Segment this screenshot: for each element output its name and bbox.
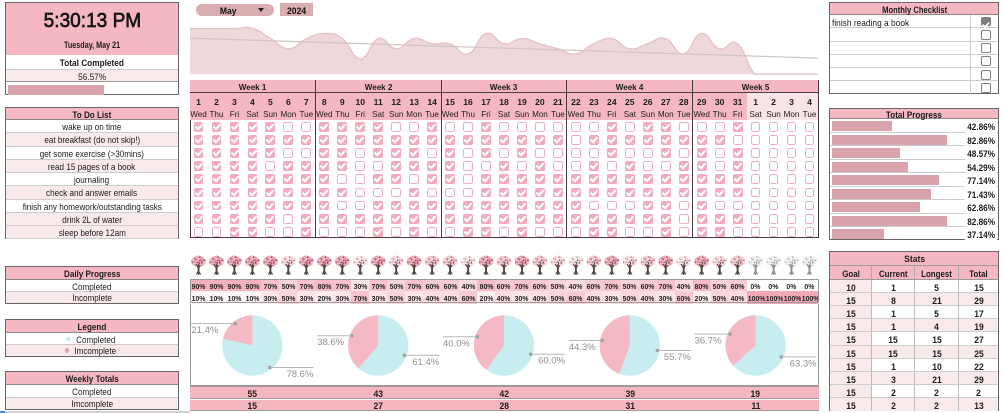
svg-text:61.4%: 61.4% [412, 357, 439, 368]
svg-text:44.3%: 44.3% [569, 342, 596, 353]
svg-text:36.7%: 36.7% [695, 336, 722, 347]
svg-text:38.6%: 38.6% [317, 337, 344, 348]
svg-text:78.6%: 78.6% [286, 369, 313, 380]
svg-text:63.3%: 63.3% [790, 358, 817, 369]
svg-text:21.4%: 21.4% [191, 325, 218, 336]
svg-text:40.0%: 40.0% [443, 338, 470, 349]
svg-text:60.0%: 60.0% [538, 356, 565, 367]
svg-text:55.7%: 55.7% [664, 352, 691, 363]
